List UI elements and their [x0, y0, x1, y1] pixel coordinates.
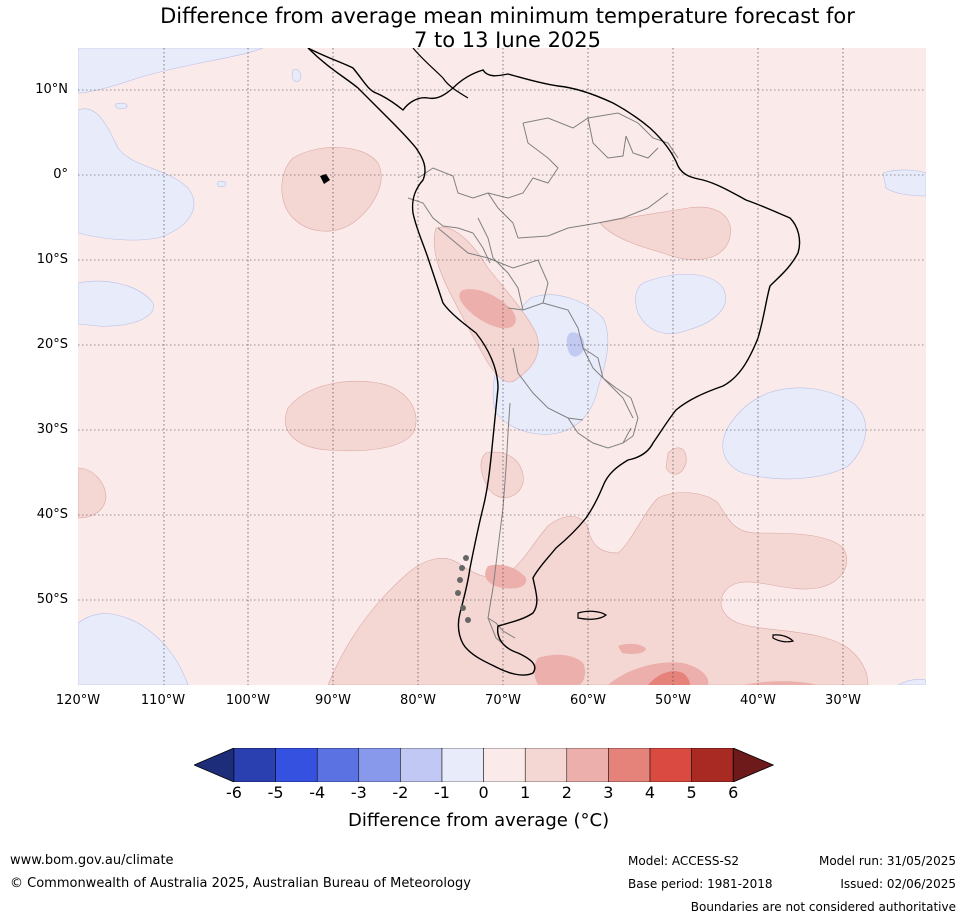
lon-label-50w: 50°W — [655, 693, 691, 708]
website-link[interactable]: www.bom.gov.au/climate — [10, 853, 174, 868]
colorbar-tick-label: -5 — [267, 783, 284, 802]
colorbar-tick-label: 5 — [686, 783, 697, 802]
colorbar-tick-label: 4 — [644, 783, 656, 802]
colorbar-arrow-low — [192, 747, 235, 783]
colorbar-arrow-high — [732, 747, 775, 783]
base-period-text: Base period: 1981-2018 — [628, 877, 773, 891]
title-line-1: Difference from average mean minimum tem… — [160, 4, 855, 28]
chart-title: Difference from average mean minimum tem… — [0, 4, 965, 52]
model-text: Model: ACCESS-S2 — [628, 854, 740, 868]
lon-label-70w: 70°W — [485, 693, 521, 708]
colorbar-tick-label: 0 — [478, 783, 489, 802]
forecast-map — [78, 48, 926, 685]
lon-label-100w: 100°W — [225, 693, 271, 708]
colorbar-tick-label: 2 — [561, 783, 572, 802]
colorbar-segment — [691, 747, 734, 783]
lon-label-40w: 40°W — [740, 693, 776, 708]
disclaimer-text: Boundaries are not considered authoritat… — [690, 900, 956, 914]
issued-text: Issued: 02/06/2025 — [840, 877, 956, 891]
colorbar-segment — [316, 747, 360, 783]
cool-anomaly-core — [566, 332, 585, 357]
colorbar — [192, 747, 775, 783]
lon-label-80w: 80°W — [400, 693, 436, 708]
copyright-text: © Commonwealth of Australia 2025, Austra… — [10, 876, 471, 891]
lon-label-120w: 120°W — [55, 693, 101, 708]
lon-label-90w: 90°W — [315, 693, 351, 708]
lon-label-30w: 30°W — [825, 693, 861, 708]
colorbar-segment — [566, 747, 609, 783]
colorbar-segment — [358, 747, 401, 783]
warm-anomaly-regions — [78, 147, 869, 685]
colorbar-segment — [483, 747, 526, 783]
graticule — [78, 48, 926, 685]
lat-label-50s: 50°S — [36, 592, 68, 607]
lon-label-110w: 110°W — [140, 693, 186, 708]
warm-anomaly-peak — [648, 671, 690, 685]
colorbar-tick-label: -3 — [350, 783, 367, 802]
colorbar-tick-label: -6 — [226, 783, 242, 802]
model-run-text: Model run: 31/05/2025 — [818, 854, 956, 868]
colorbar-segment — [608, 747, 651, 783]
lat-label-40s: 40°S — [36, 507, 68, 522]
colorbar-tick-label: -4 — [309, 783, 326, 802]
chilean-fjords — [455, 555, 471, 623]
south-georgia — [772, 634, 795, 643]
colorbar-tick-label: -1 — [434, 783, 450, 802]
colorbar-tick-label: 3 — [603, 783, 614, 802]
colorbar-svg — [192, 747, 775, 783]
colorbar-label: Difference from average (°C) — [348, 810, 610, 831]
colorbar-tick-label: -2 — [392, 783, 409, 802]
central-america-coastline — [412, 48, 469, 99]
galapagos-islands — [320, 174, 330, 184]
country-borders — [407, 112, 679, 649]
colorbar-segment — [441, 747, 484, 783]
warm-anomaly-core — [459, 289, 818, 685]
colorbar-segment — [233, 747, 276, 783]
south-america-coastline — [307, 48, 801, 676]
colorbar-segment — [275, 747, 318, 783]
lon-label-60w: 60°W — [570, 693, 606, 708]
colorbar-tick-label: 6 — [728, 783, 739, 802]
lat-label-0: 0° — [53, 167, 68, 182]
map-svg — [78, 48, 926, 685]
lat-label-30s: 30°S — [36, 422, 68, 437]
colorbar-tick-label: 1 — [520, 783, 531, 802]
colorbar-segment — [524, 747, 568, 783]
lat-label-10n: 10°N — [35, 82, 68, 97]
falkland-islands — [577, 610, 608, 620]
colorbar-segment — [400, 747, 443, 783]
lat-label-20s: 20°S — [36, 337, 68, 352]
colorbar-segment — [649, 747, 692, 783]
lat-label-10s: 10°S — [36, 252, 68, 267]
